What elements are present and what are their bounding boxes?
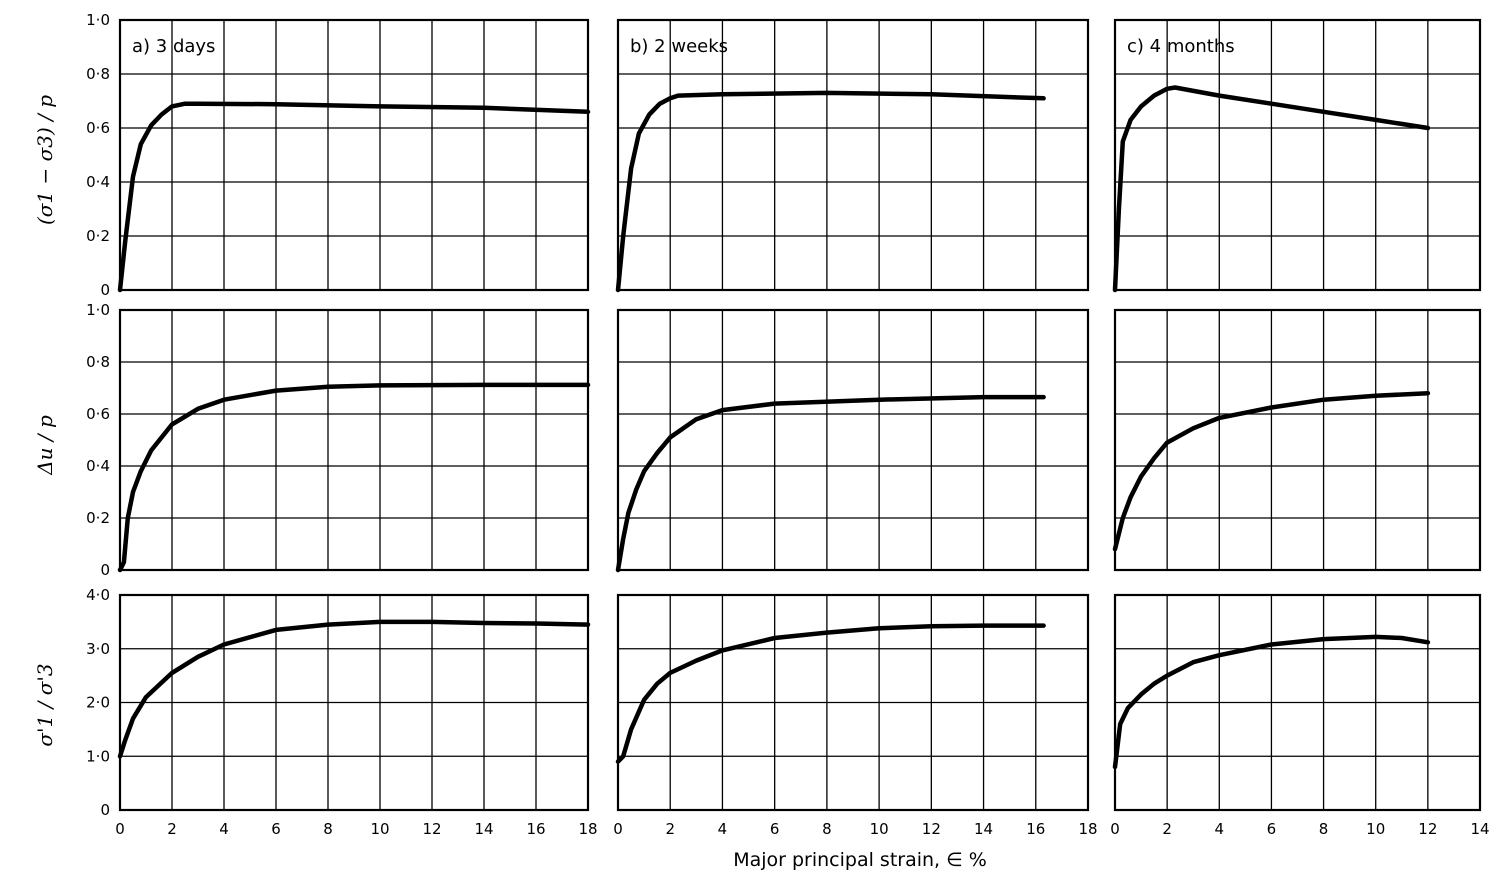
row-label-1: Δu / p [33,415,57,476]
x-tick-label: 18 [578,820,597,838]
y-tick-label: 0 [100,801,110,819]
panel-1-2 [1112,308,1482,572]
y-tick-label: 3·0 [86,640,110,658]
x-tick-label: 16 [1026,820,1045,838]
y-tick-label: 0·8 [86,353,110,371]
y-tick-label: 1·0 [86,301,110,319]
row-label-0: (σ1 − σ3) / p [33,95,57,225]
row-label-stress-ratio: (σ1 − σ3) / p [33,95,57,225]
panel-2-0: 0 1·0 2·0 3·0 4·0 0 2 4 6 8 10 12 14 16 18 [86,586,597,838]
x-tick-label: 10 [870,820,889,838]
x-tick-label: 6 [770,820,780,838]
y-tick-label: 1·0 [86,11,110,29]
y-tick-label: 1·0 [86,747,110,765]
x-tick-label: 12 [422,820,441,838]
panel-0-0: a) 3 days 0 0·2 0·4 0·6 0·8 1·0 [86,11,591,299]
y-tick-label: 0 [100,281,110,299]
panel-frame [616,18,1090,292]
panel-layer: a) 3 days 0 0·2 0·4 0·6 0·8 1·0 b) 2 weeks c) 4 … [86,11,1489,838]
x-tick-label: 0 [115,820,125,838]
panel-title: a) 3 days [132,36,215,57]
y-tick-label: 2·0 [86,694,110,712]
x-tick-label: 4 [219,820,229,838]
x-tick-label: 0 [613,820,623,838]
series-line [615,90,1046,293]
x-tick-label: 14 [474,820,493,838]
x-tick-label: 10 [1366,820,1385,838]
x-tick-label: 2 [1162,820,1172,838]
x-tick-label: 18 [1078,820,1097,838]
x-tick-label: 4 [718,820,728,838]
x-tick-label: 8 [323,820,333,838]
panel-title: c) 4 months [1127,36,1235,57]
row-label-pore-pressure: Δu / p [33,415,57,476]
panel-2-1: 0 2 4 6 8 10 12 14 16 18 [613,593,1098,838]
row-label-2: σ'1 / σ'3 [33,663,57,746]
series-line [1112,390,1431,552]
series-line [1112,634,1431,770]
y-tick-label: 0·4 [86,457,110,475]
panel-frame [1113,18,1482,292]
y-tick-label: 0·2 [86,509,110,527]
series-line [1112,85,1431,293]
panel-frame [118,308,590,572]
panel-frame [616,308,1090,572]
y-tick-label: 4·0 [86,586,110,604]
y-tick-label: 0·4 [86,173,110,191]
panel-frame [118,18,590,292]
y-tick-label: 0 [100,561,110,579]
x-tick-label: 6 [1267,820,1277,838]
panel-0-1: b) 2 weeks [615,18,1090,293]
panel-1-0: 0 0·2 0·4 0·6 0·8 1·0 [86,301,591,579]
panel-frame [118,593,590,812]
x-tick-label: 16 [526,820,545,838]
panel-frame [616,593,1090,812]
series-line [117,619,591,759]
panel-0-2: c) 4 months [1112,18,1482,293]
y-tick-label: 0·8 [86,65,110,83]
x-tick-label: 8 [1319,820,1329,838]
x-tick-label: 12 [1418,820,1437,838]
series-line [615,394,1046,573]
panel-title: b) 2 weeks [630,36,728,57]
x-tick-label: 4 [1215,820,1225,838]
panel-1-1 [615,308,1090,573]
series-line [615,623,1046,764]
x-tick-label: 2 [665,820,675,838]
x-tick-label: 14 [974,820,993,838]
y-tick-label: 0·6 [86,405,110,423]
series-line [117,382,591,573]
y-tick-label: 0·6 [86,119,110,137]
x-tick-label: 6 [271,820,281,838]
row-label-stress-ratio-effective: σ'1 / σ'3 [33,663,57,746]
panel-frame [1113,593,1482,812]
x-tick-label: 0 [1110,820,1120,838]
x-tick-label: 10 [370,820,389,838]
x-tick-label: 2 [167,820,177,838]
panel-frame [1113,308,1482,572]
x-tick-label: 8 [822,820,832,838]
x-tick-label: 12 [922,820,941,838]
panel-2-2: 0 2 4 6 8 10 12 14 [1110,593,1490,838]
series-line [117,101,591,293]
x-tick-label: 14 [1470,820,1489,838]
x-axis-label: Major principal strain, ∈ % [733,849,987,871]
y-tick-label: 0·2 [86,227,110,245]
